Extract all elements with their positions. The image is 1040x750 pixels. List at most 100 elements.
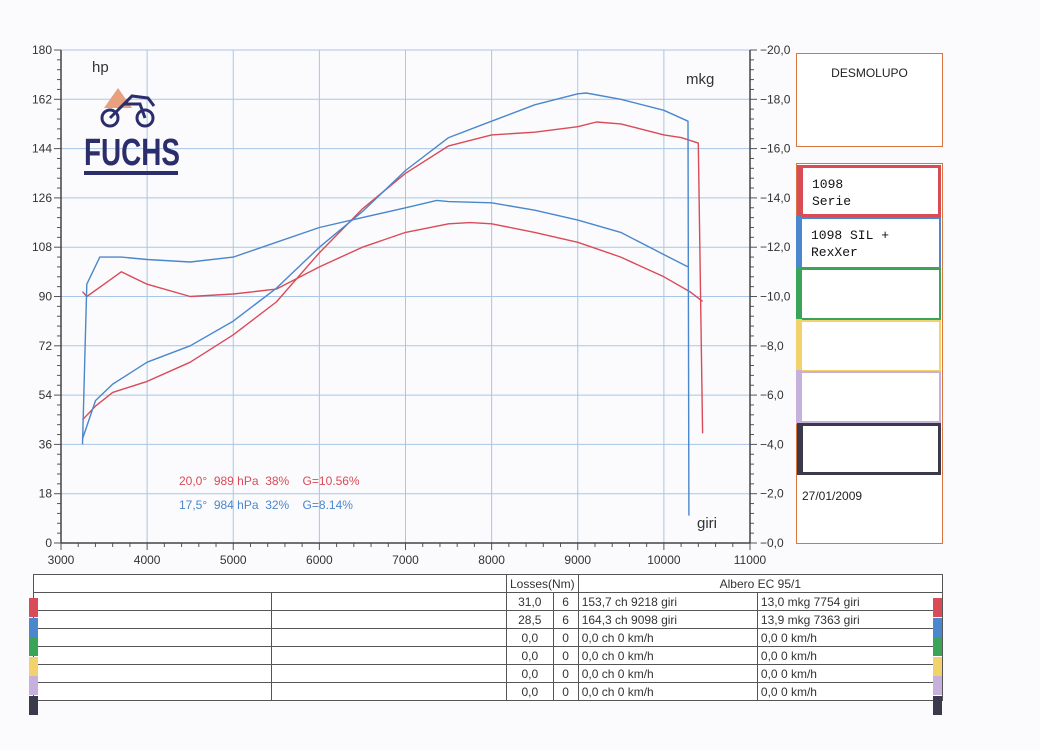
loss-cell: 0,0 [506, 628, 554, 647]
y-left-label: hp [92, 59, 109, 76]
table-row: 31,0 6 153,7 ch 9218 giri 13,0 mkg 7754 gir… [33, 592, 944, 611]
count-cell: 0 [552, 682, 579, 701]
y-left-tick-label: 0 [45, 536, 52, 550]
row-label-cell [33, 628, 272, 647]
count-cell: 0 [552, 628, 579, 647]
row-color-bar-left [29, 598, 38, 617]
row-color-bar-left [29, 617, 38, 637]
torque-cell: 0,0 0 km/h [756, 664, 944, 683]
legend-color-swatch [797, 422, 803, 475]
row-color-bar-right [933, 637, 942, 656]
losses-header: Losses(Nm) [506, 574, 579, 593]
y-left-tick-label: 18 [39, 487, 53, 501]
legend-color-swatch [796, 215, 802, 270]
losses-table: Losses(Nm) Albero EC 95/1 31,0 6 153,7 ch … [33, 574, 944, 701]
count-cell: 6 [552, 592, 579, 611]
power-cell: 0,0 ch 0 km/h [577, 628, 758, 647]
legend-slot: 1098 SIL + RexXer [796, 215, 941, 270]
y-right-tick-label: −16,0 [760, 142, 791, 156]
y-right-tick-label: −20,0 [760, 43, 791, 57]
row-color-bar-right [933, 656, 942, 676]
loss-cell: 31,0 [506, 592, 554, 611]
y-right-tick-label: −12,0 [760, 240, 791, 254]
row-label-cell [33, 682, 272, 701]
x-tick-label: 3000 [48, 553, 75, 567]
legend-slot [796, 318, 941, 373]
chart-series [81, 92, 704, 516]
y-left-tick-label: 90 [39, 290, 53, 304]
legend-slot [797, 422, 941, 475]
x-tick-label: 9000 [564, 553, 591, 567]
row-note-cell [270, 664, 507, 683]
row-color-bar-right [933, 695, 942, 715]
y-right-tick-label: −10,0 [760, 290, 791, 304]
series-line-blue-torque [81, 199, 689, 445]
row-note-cell [270, 646, 507, 665]
legend-label: 1098 SIL + RexXer [811, 227, 890, 260]
power-cell: 0,0 ch 0 km/h [577, 682, 758, 701]
row-color-bar-right [933, 617, 942, 637]
chart-grid [60, 49, 751, 544]
legend-slot [796, 267, 941, 321]
power-cell: 0,0 ch 0 km/h [577, 646, 758, 665]
series-line-red-torque [81, 221, 704, 302]
x-tick-label: 4000 [134, 553, 161, 567]
loss-cell: 0,0 [506, 682, 554, 701]
row-color-bar-left [29, 695, 38, 715]
fuchs-logo: FUCHS [84, 88, 180, 175]
table-row: 0,0 0 0,0 ch 0 km/h 0,0 0 km/h [33, 646, 944, 665]
y-right-label: mkg [686, 71, 714, 88]
y-left-tick-label: 180 [32, 43, 52, 57]
y-left-tick-label: 54 [39, 388, 53, 402]
loss-cell: 28,5 [506, 610, 554, 629]
count-cell: 0 [552, 664, 579, 683]
legend-slot: 1098 Serie [797, 165, 941, 217]
row-color-bar-right [933, 676, 942, 695]
y-left-tick-label: 108 [32, 240, 52, 254]
torque-cell: 0,0 0 km/h [756, 646, 944, 665]
torque-cell: 0,0 0 km/h [756, 628, 944, 647]
logo-text: FUCHS [84, 132, 180, 174]
legend-color-swatch [796, 267, 802, 321]
series-line-red-power [81, 121, 704, 434]
legend-label: 1098 Serie [812, 177, 852, 209]
loss-cell: 0,0 [506, 646, 554, 665]
conditions-blue: 17,5° 984 hPa 32% G=8.14% [179, 498, 353, 512]
loss-cell: 0,0 [506, 664, 554, 683]
header-title: DESMOLUPO [831, 66, 908, 80]
table-header-row: Losses(Nm) Albero EC 95/1 [33, 574, 944, 593]
x-axis-label: giri [697, 515, 717, 532]
power-cell: 164,3 ch 9098 giri [577, 610, 758, 629]
table-row: 0,0 0 0,0 ch 0 km/h 0,0 0 km/h [33, 628, 944, 647]
row-note-cell [270, 628, 507, 647]
y-right-tick-label: −8,0 [760, 339, 784, 353]
row-color-bar-left [29, 656, 38, 676]
torque-cell: 13,0 mkg 7754 giri [756, 592, 944, 611]
dyno-chart: 3000 4000 5000 6000 7000 8000 9000 10000 11000 0 1… [32, 43, 791, 567]
row-color-bar-right [933, 598, 942, 617]
y-left-tick-label: 162 [32, 92, 52, 106]
row-label-cell [33, 610, 272, 629]
table-row: 0,0 0 0,0 ch 0 km/h 0,0 0 km/h [33, 664, 944, 683]
count-cell: 6 [552, 610, 579, 629]
x-tick-label: 10000 [647, 553, 681, 567]
row-note-cell [270, 682, 507, 701]
x-tick-label: 8000 [478, 553, 505, 567]
legend-color-swatch [796, 370, 802, 424]
torque-cell: 13,9 mkg 7363 giri [756, 610, 944, 629]
shaft-header: Albero EC 95/1 [577, 574, 944, 593]
power-cell: 0,0 ch 0 km/h [577, 664, 758, 683]
x-tick-label: 5000 [220, 553, 247, 567]
y-right-tick-label: −4,0 [760, 437, 784, 451]
date-label: 27/01/2009 [802, 489, 863, 503]
legend-slot [796, 370, 941, 424]
legend-color-swatch [796, 318, 802, 373]
row-label-cell [33, 592, 272, 611]
torque-cell: 0,0 0 km/h [756, 682, 944, 701]
x-tick-label: 6000 [306, 553, 333, 567]
y-left-tick-label: 144 [32, 142, 52, 156]
power-cell: 153,7 ch 9218 giri [577, 592, 758, 611]
row-label-cell [33, 664, 272, 683]
table-row: 28,5 6 164,3 ch 9098 giri 13,9 mkg 7363 gir… [33, 610, 944, 629]
y-left-tick-label: 72 [39, 339, 53, 353]
